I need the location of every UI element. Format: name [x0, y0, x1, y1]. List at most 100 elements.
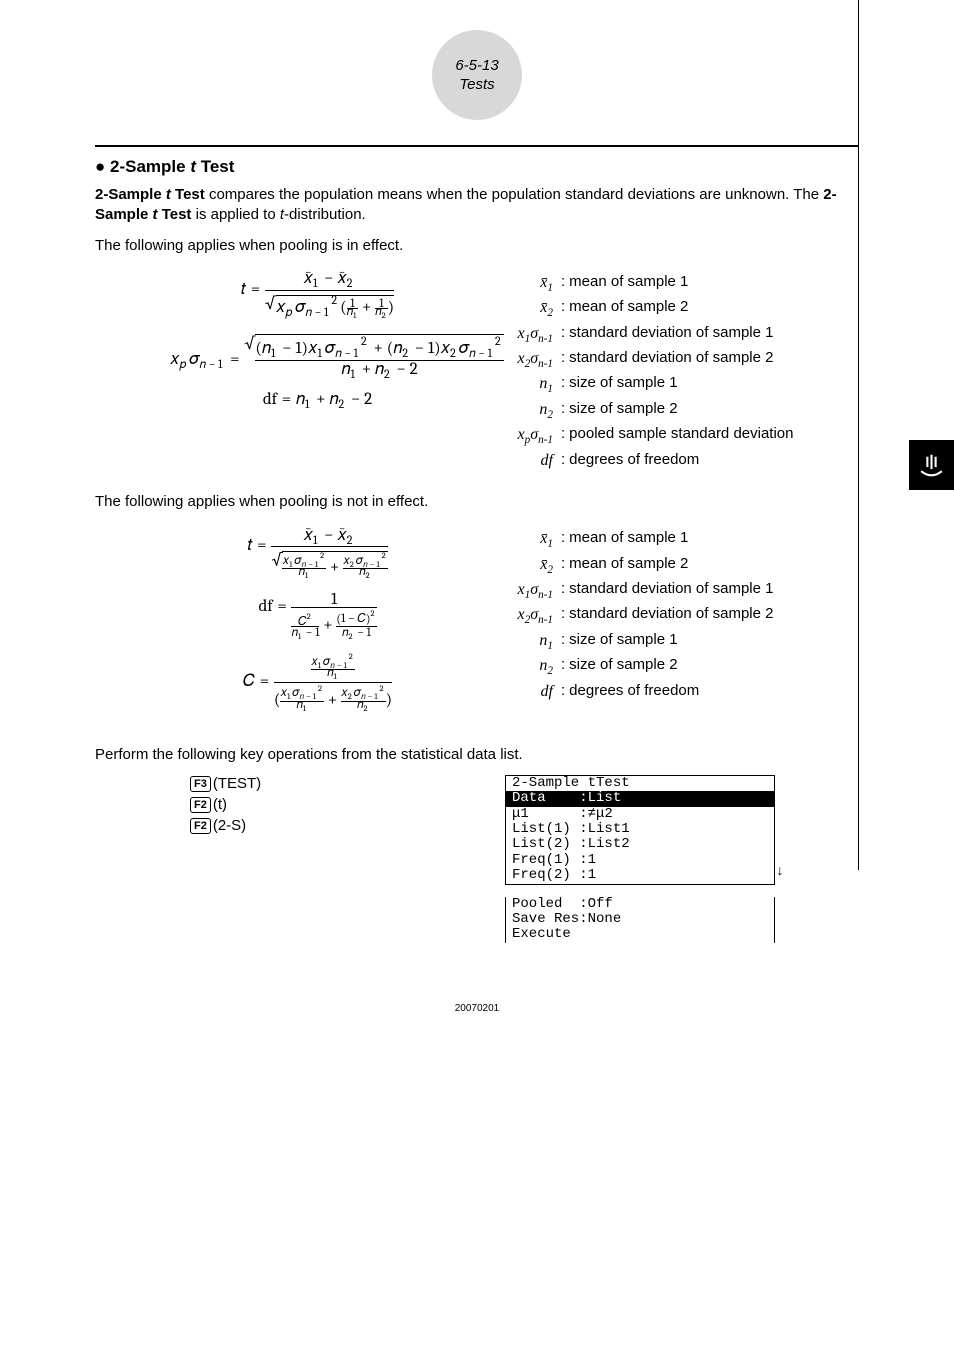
legend-colon: : — [557, 271, 569, 296]
legend-item: x̄2:mean of sample 2 — [495, 553, 859, 578]
legend-text: size of sample 1 — [569, 629, 859, 654]
keys-col: F3(TEST) F2(t)F2(2-S) — [95, 775, 465, 838]
legend-item: x1σn-1:standard deviation of sample 1 — [495, 322, 859, 347]
legend-item: df:degrees of freedom — [495, 449, 859, 472]
legend-symbol: n2 — [495, 398, 557, 423]
legend-item: x̄1:mean of sample 1 — [495, 271, 859, 296]
calculator-screen-2: Pooled :OffSave Res:NoneExecute — [505, 897, 775, 943]
legend-colon: : — [557, 603, 569, 628]
legend-colon: : — [557, 423, 569, 448]
legend-text: pooled sample standard deviation — [569, 423, 859, 448]
legend-symbol: n2 — [495, 654, 557, 679]
legend-text: standard deviation of sample 1 — [569, 322, 859, 347]
legend-colon: : — [557, 398, 569, 423]
title-bullet: ● — [95, 157, 110, 176]
legend-symbol: x2σn-1 — [495, 347, 557, 372]
key-box: F2 — [190, 797, 211, 813]
legend-symbol: x1σn-1 — [495, 322, 557, 347]
legend-colon: : — [557, 347, 569, 372]
legend-colon: : — [557, 322, 569, 347]
section-rule — [95, 145, 859, 147]
legend-item: n1:size of sample 1 — [495, 372, 859, 397]
legend-item: x̄1:mean of sample 1 — [495, 527, 859, 552]
legend-symbol: x1σn-1 — [495, 578, 557, 603]
pool-on-text: The following applies when pooling is in… — [95, 236, 859, 256]
calc-title: 2-Sample tTest — [506, 776, 774, 791]
intro-j: -distribution. — [284, 206, 366, 223]
intro-h: is applied to — [191, 206, 279, 223]
calc-line: List(1) :List1 — [506, 822, 774, 837]
legend-colon: : — [557, 680, 569, 703]
formula-xp-sigma: xpσn−1= (n1−1) x1σn−12 + (n2−1) x2σn−12 … — [170, 333, 465, 378]
calc-line: Freq(2) :1 — [506, 868, 774, 883]
formula-block-pooled: t= x‾1−x‾2 xp σn−12 (1n1+1n2) xpσn−1= — [95, 271, 859, 472]
legend-text: mean of sample 1 — [569, 527, 859, 552]
legend-text: mean of sample 2 — [569, 296, 859, 321]
calc-data-line: Data :List — [506, 791, 774, 806]
calc-line: Pooled :Off — [506, 897, 774, 912]
calc-line: List(2) :List2 — [506, 837, 774, 852]
legend-text: degrees of freedom — [569, 449, 859, 472]
key-box: F3 — [190, 776, 211, 792]
formula-c: C= x1σn−12 n1 ( x1σn−12 n1 + — [170, 653, 465, 711]
formula-df-pooled: df=n1+n2−2 — [170, 392, 465, 408]
legend-colon: : — [557, 527, 569, 552]
formula-block-unpooled: t= x‾1−x‾2 x1σn−12 n1 + x2σn−12 n2 — [95, 527, 859, 724]
legend-text: degrees of freedom — [569, 680, 859, 703]
formula-t-pooled: t= x‾1−x‾2 xp σn−12 (1n1+1n2) — [170, 271, 465, 319]
legend-text: mean of sample 1 — [569, 271, 859, 296]
keyops-intro: Perform the following key operations fro… — [95, 745, 859, 765]
legend-item: xpσn-1:pooled sample standard deviation — [495, 423, 859, 448]
side-tab-icon — [909, 440, 954, 490]
calc-col: 2-Sample tTest Data :List μ1 :≠μ2List(1)… — [505, 775, 859, 943]
legend-item: x̄2:mean of sample 2 — [495, 296, 859, 321]
page-header-circle: 6-5-13 Tests — [432, 30, 522, 120]
legend-item: df:degrees of freedom — [495, 680, 859, 703]
legend-text: mean of sample 2 — [569, 553, 859, 578]
calc-line: μ1 :≠μ2 — [506, 807, 774, 822]
calc-scroll-arrow: ↓ — [776, 864, 784, 880]
key-line: F3(TEST) — [190, 775, 465, 792]
formula-t-unpooled: t= x‾1−x‾2 x1σn−12 n1 + x2σn−12 n2 — [170, 527, 465, 578]
formula-col-unpooled: t= x‾1−x‾2 x1σn−12 n1 + x2σn−12 n2 — [95, 527, 465, 724]
section-title: ● 2-Sample t Test — [95, 157, 859, 177]
intro-d: compares the population means when the p… — [205, 186, 823, 203]
keys-row: F3(TEST) F2(t)F2(2-S) 2-Sample tTest Data… — [95, 775, 859, 943]
legend-colon: : — [557, 629, 569, 654]
legend-symbol: x̄2 — [495, 296, 557, 321]
formula-col-pooled: t= x‾1−x‾2 xp σn−12 (1n1+1n2) xpσn−1= — [95, 271, 465, 472]
legend-colon: : — [557, 578, 569, 603]
key-label: (t) — [213, 796, 227, 813]
legend-text: size of sample 2 — [569, 398, 859, 423]
legend-pooled: x̄1:mean of sample 1x̄2:mean of sample 2… — [495, 271, 859, 472]
legend-colon: : — [557, 449, 569, 472]
legend-item: x1σn-1:standard deviation of sample 1 — [495, 578, 859, 603]
key-label: (2-S) — [213, 817, 246, 834]
legend-symbol: x̄1 — [495, 271, 557, 296]
legend-symbol: df — [495, 449, 557, 472]
legend-symbol: x2σn-1 — [495, 603, 557, 628]
intro-c: Test — [171, 186, 205, 203]
key-line: F2(t) — [190, 796, 465, 813]
intro-a: 2-Sample — [95, 186, 166, 203]
legend-item: n1:size of sample 1 — [495, 629, 859, 654]
right-margin-rule — [858, 0, 859, 870]
legend-colon: : — [557, 372, 569, 397]
legend-text: standard deviation of sample 1 — [569, 578, 859, 603]
legend-colon: : — [557, 296, 569, 321]
legend-symbol: n1 — [495, 372, 557, 397]
legend-symbol: x̄2 — [495, 553, 557, 578]
calc-line: Freq(1) :1 — [506, 853, 774, 868]
legend-text: standard deviation of sample 2 — [569, 347, 859, 372]
pool-off-text: The following applies when pooling is no… — [95, 492, 859, 512]
legend-item: n2:size of sample 2 — [495, 654, 859, 679]
title-text-1: 2-Sample — [110, 157, 190, 176]
calc-line: Save Res:None — [506, 912, 774, 927]
legend-symbol: x̄1 — [495, 527, 557, 552]
legend-colon: : — [557, 553, 569, 578]
header-section: Tests — [459, 75, 494, 95]
title-text-2: Test — [196, 157, 234, 176]
key-label: (TEST) — [213, 775, 261, 792]
header-pageref: 6-5-13 — [455, 56, 498, 76]
calculator-screen-1: 2-Sample tTest Data :List μ1 :≠μ2List(1)… — [505, 775, 775, 885]
